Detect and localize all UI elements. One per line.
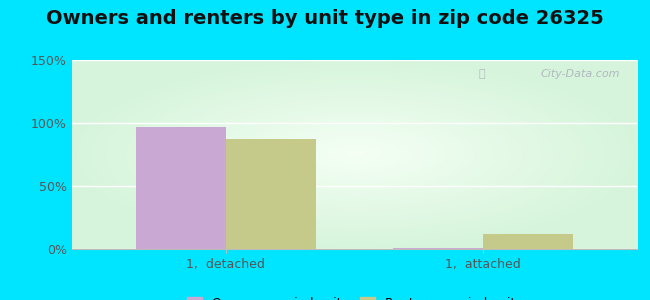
- Bar: [393, 248, 483, 249]
- Text: City-Data.com: City-Data.com: [541, 70, 620, 80]
- Bar: [483, 234, 573, 249]
- Bar: [226, 140, 316, 249]
- Legend: Owner occupied units, Renter occupied units: Owner occupied units, Renter occupied un…: [187, 297, 522, 300]
- Text: ⓘ: ⓘ: [478, 70, 486, 80]
- Text: Owners and renters by unit type in zip code 26325: Owners and renters by unit type in zip c…: [46, 9, 604, 28]
- Bar: [136, 127, 226, 249]
